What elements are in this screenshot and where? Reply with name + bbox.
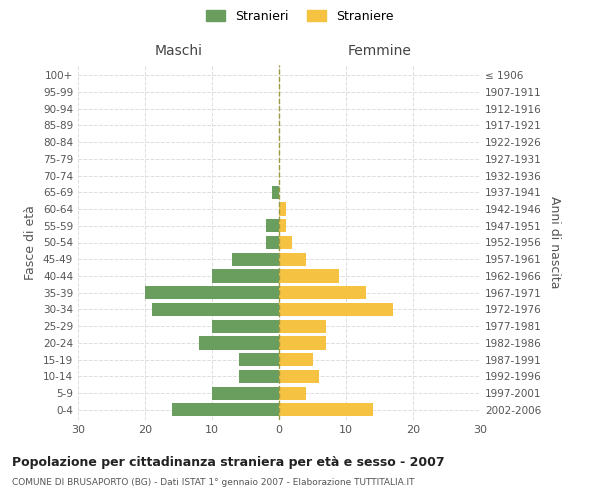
Bar [266, 219, 279, 232]
Bar [279, 320, 326, 333]
Bar [239, 353, 279, 366]
Bar [279, 404, 373, 416]
Text: Popolazione per cittadinanza straniera per età e sesso - 2007: Popolazione per cittadinanza straniera p… [12, 456, 445, 469]
Bar [279, 236, 292, 249]
Bar [212, 386, 279, 400]
Y-axis label: Anni di nascita: Anni di nascita [548, 196, 561, 289]
Bar [199, 336, 279, 349]
Bar [279, 286, 366, 300]
Bar [212, 270, 279, 282]
Text: Femmine: Femmine [347, 44, 412, 58]
Bar [239, 370, 279, 383]
Bar [279, 219, 286, 232]
Bar [145, 286, 279, 300]
Legend: Stranieri, Straniere: Stranieri, Straniere [203, 6, 397, 26]
Bar [152, 303, 279, 316]
Bar [279, 252, 306, 266]
Bar [279, 270, 340, 282]
Text: COMUNE DI BRUSAPORTO (BG) - Dati ISTAT 1° gennaio 2007 - Elaborazione TUTTITALIA: COMUNE DI BRUSAPORTO (BG) - Dati ISTAT 1… [12, 478, 415, 487]
Text: Maschi: Maschi [155, 44, 203, 58]
Bar [279, 386, 306, 400]
Bar [212, 320, 279, 333]
Bar [172, 404, 279, 416]
Bar [232, 252, 279, 266]
Bar [266, 236, 279, 249]
Bar [279, 370, 319, 383]
Y-axis label: Fasce di età: Fasce di età [25, 205, 37, 280]
Bar [279, 336, 326, 349]
Bar [279, 202, 286, 215]
Bar [279, 353, 313, 366]
Bar [272, 186, 279, 199]
Bar [279, 303, 393, 316]
